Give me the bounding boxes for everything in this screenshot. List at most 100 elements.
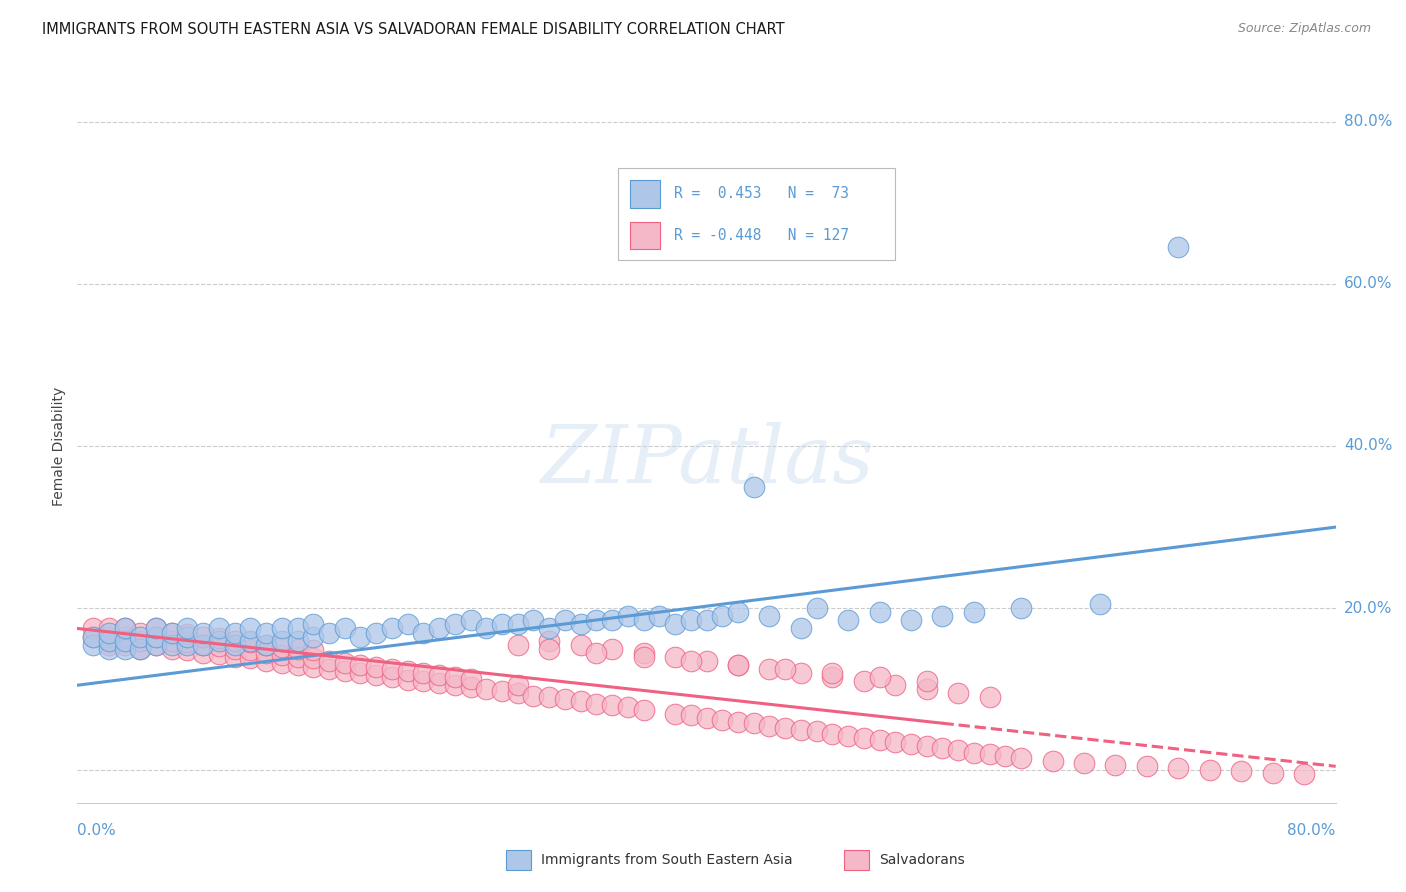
Text: R =  0.453   N =  73: R = 0.453 N = 73: [673, 186, 849, 202]
Point: [491, 617, 513, 632]
Point: [821, 727, 844, 741]
Point: [696, 613, 718, 627]
Point: [191, 638, 215, 652]
Bar: [630, 180, 659, 208]
Point: [444, 670, 467, 684]
Point: [915, 739, 938, 753]
Point: [318, 654, 340, 668]
Point: [1010, 601, 1032, 615]
Point: [176, 622, 198, 636]
Point: [633, 613, 655, 627]
Point: [412, 666, 434, 681]
Point: [1010, 751, 1032, 765]
Point: [869, 670, 891, 684]
Point: [679, 613, 702, 627]
Point: [1198, 763, 1220, 777]
Point: [522, 689, 544, 703]
Point: [254, 638, 277, 652]
Point: [114, 622, 136, 636]
Point: [270, 657, 292, 671]
Point: [208, 640, 231, 654]
Point: [145, 630, 167, 644]
Point: [742, 716, 765, 731]
Point: [1294, 767, 1316, 781]
Point: [270, 640, 292, 654]
Point: [302, 651, 325, 665]
Point: [302, 630, 325, 644]
Text: Immigrants from South Eastern Asia: Immigrants from South Eastern Asia: [541, 853, 793, 867]
Point: [915, 674, 938, 689]
Point: [569, 694, 592, 708]
Point: [114, 641, 136, 656]
Point: [333, 622, 356, 636]
Point: [600, 698, 623, 713]
Point: [522, 613, 544, 627]
Point: [427, 667, 450, 681]
Point: [270, 633, 292, 648]
Point: [900, 613, 922, 627]
Point: [97, 638, 120, 652]
Point: [711, 713, 734, 727]
Point: [366, 660, 388, 674]
Point: [145, 630, 167, 644]
Point: [145, 638, 167, 652]
Point: [191, 630, 215, 644]
Point: [696, 654, 718, 668]
Point: [538, 622, 561, 636]
Point: [679, 654, 702, 668]
Point: [679, 708, 702, 723]
Point: [1167, 240, 1189, 254]
Text: 20.0%: 20.0%: [1344, 600, 1392, 615]
Bar: [630, 221, 659, 250]
Point: [239, 643, 262, 657]
Point: [758, 719, 780, 733]
Point: [129, 630, 152, 644]
Point: [460, 613, 482, 627]
Point: [97, 641, 120, 656]
Point: [948, 686, 970, 700]
Point: [82, 630, 104, 644]
Point: [506, 617, 529, 632]
Point: [742, 479, 765, 493]
Point: [114, 630, 136, 644]
Point: [349, 630, 371, 644]
Point: [97, 625, 120, 640]
Point: [837, 613, 859, 627]
Point: [224, 625, 246, 640]
Point: [915, 682, 938, 697]
Point: [790, 723, 813, 737]
Text: 0.0%: 0.0%: [77, 823, 117, 838]
Point: [963, 746, 986, 760]
Point: [821, 666, 844, 681]
Text: Salvadorans: Salvadorans: [879, 853, 965, 867]
Text: 80.0%: 80.0%: [1288, 823, 1336, 838]
Point: [254, 638, 277, 652]
Point: [617, 700, 640, 714]
Point: [160, 625, 183, 640]
Text: R = -0.448   N = 127: R = -0.448 N = 127: [673, 228, 849, 243]
Point: [254, 654, 277, 668]
Point: [569, 638, 592, 652]
Point: [727, 657, 749, 672]
Point: [333, 657, 356, 671]
Point: [145, 622, 167, 636]
Point: [239, 651, 262, 665]
Point: [444, 617, 467, 632]
Point: [208, 633, 231, 648]
Point: [396, 665, 419, 679]
Point: [224, 633, 246, 648]
Point: [114, 638, 136, 652]
Point: [302, 659, 325, 673]
Point: [97, 633, 120, 648]
Point: [191, 646, 215, 660]
Point: [381, 662, 404, 676]
Point: [773, 721, 796, 735]
Point: [696, 711, 718, 725]
Point: [758, 662, 780, 676]
Point: [648, 609, 671, 624]
Point: [114, 633, 136, 648]
Point: [491, 684, 513, 698]
Point: [129, 633, 152, 648]
Point: [869, 605, 891, 619]
Point: [758, 609, 780, 624]
